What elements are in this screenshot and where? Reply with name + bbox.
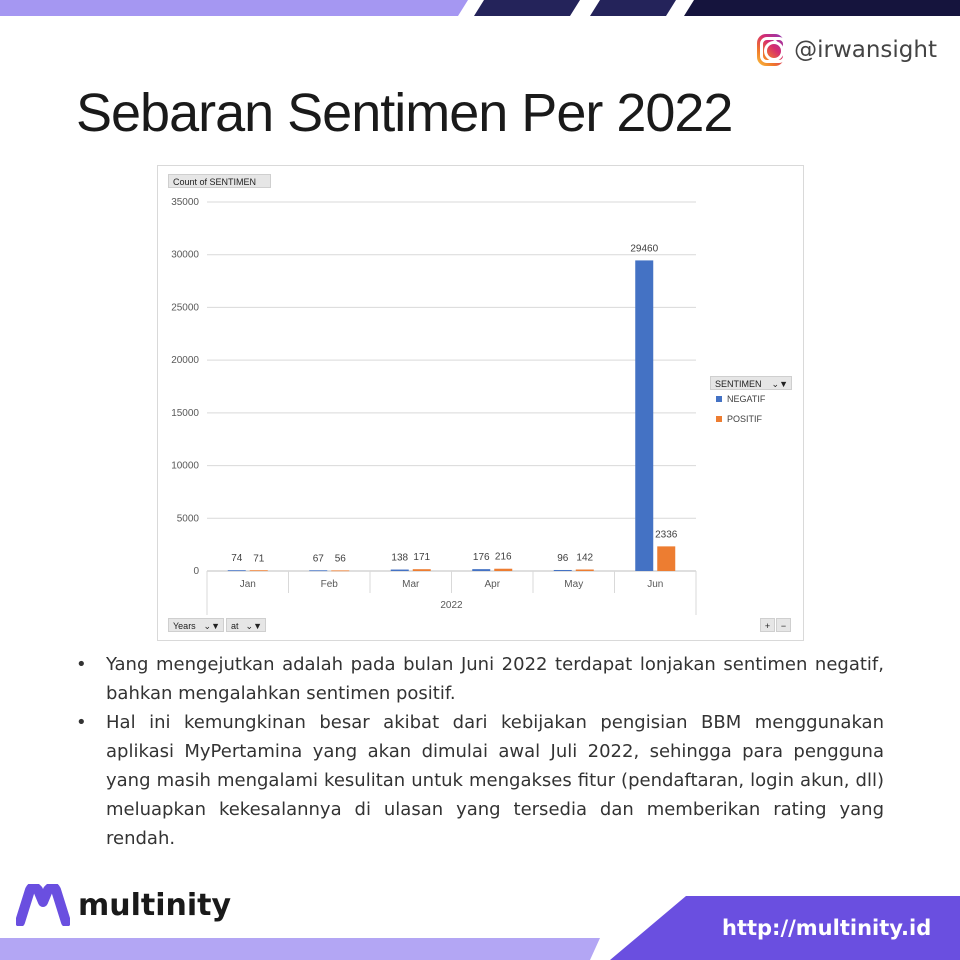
years-field-label: Years: [173, 621, 196, 631]
bar-negatif: [553, 569, 572, 571]
expand-field-button[interactable]: +: [760, 618, 775, 632]
bar-negatif: [635, 260, 654, 571]
y-tick-label: 15000: [171, 408, 199, 419]
value-field-button[interactable]: Count of SENTIMEN: [168, 174, 271, 188]
data-label: 176: [473, 552, 490, 563]
logo-text: multinity: [78, 887, 232, 923]
y-tick-label: 5000: [177, 513, 200, 524]
multinity-logo: multinity: [16, 884, 231, 926]
data-label: 171: [413, 552, 430, 563]
y-tick-label: 20000: [171, 355, 199, 366]
bullet-text: Hal ini kemungkinan besar akibat dari ke…: [106, 712, 884, 849]
instagram-handle: @irwansight: [794, 37, 937, 63]
legend-label: POSITIF: [727, 414, 763, 424]
data-label: 67: [313, 553, 325, 564]
multinity-logo-icon: [16, 884, 70, 926]
legend-field-button[interactable]: SENTIMEN ⌄▼: [710, 376, 792, 390]
at-field-button[interactable]: at ⌄▼: [226, 618, 266, 632]
y-tick-label: 10000: [171, 461, 199, 472]
data-label: 2336: [655, 529, 678, 540]
bar-negatif: [390, 569, 409, 571]
bullet-dot-icon: •: [76, 654, 87, 675]
y-tick-label: 25000: [171, 302, 199, 313]
slide-title: Sebaran Sentimen Per 2022: [76, 83, 733, 143]
y-tick-label: 30000: [171, 250, 199, 261]
x-tick-label: Feb: [321, 579, 339, 590]
at-field-label: at: [231, 621, 239, 631]
data-label: 142: [576, 553, 593, 564]
x-tick-label: Jan: [240, 579, 256, 590]
bar-positif: [249, 570, 268, 572]
website-url[interactable]: http://multinity.id: [722, 916, 932, 940]
bar-positif: [494, 568, 513, 571]
top-decor-bar: [0, 0, 960, 16]
y-tick-label: 35000: [171, 197, 199, 208]
data-label: 216: [495, 552, 512, 563]
bar-positif: [412, 569, 431, 571]
x-tick-label: May: [564, 579, 583, 590]
collapse-field-button[interactable]: −: [776, 618, 791, 632]
filter-icon[interactable]: ⌄▼: [771, 379, 788, 389]
x-tick-label: Apr: [484, 579, 500, 590]
bar-negatif: [309, 570, 328, 572]
instagram-handle-block: @irwansight: [757, 30, 937, 70]
filter-icon[interactable]: ⌄▼: [203, 621, 220, 631]
bar-positif: [331, 570, 350, 572]
x-tick-label: Mar: [402, 579, 420, 590]
y-tick-label: 0: [193, 566, 199, 577]
legend-field-label: SENTIMEN: [715, 379, 762, 389]
x-tick-label: Jun: [647, 579, 663, 590]
data-label: 71: [253, 553, 265, 564]
pivot-chart: Count of SENTIMEN 0 5000 10000 15000 20000 25…: [157, 165, 804, 641]
data-label: 138: [391, 553, 408, 564]
bar-positif: [657, 546, 676, 571]
bar-negatif: [472, 569, 491, 571]
bar-negatif: [227, 570, 246, 572]
bar-positif: [575, 569, 594, 571]
data-label: 74: [231, 553, 243, 564]
bullet-item: • Hal ini kemungkinan besar akibat dari …: [76, 708, 884, 853]
data-label: 29460: [630, 243, 658, 254]
chart-canvas: 0 5000 10000 15000 20000 25000 30000 35000 74 71 J…: [171, 197, 766, 615]
filter-icon[interactable]: ⌄▼: [245, 621, 262, 631]
legend-swatch: [716, 396, 722, 402]
legend-label: NEGATIF: [727, 394, 766, 404]
data-label: 56: [335, 553, 347, 564]
instagram-icon: [757, 34, 786, 66]
bullet-dot-icon: •: [76, 712, 87, 733]
bullet-item: • Yang mengejutkan adalah pada bulan Jun…: [76, 650, 884, 708]
data-label: 96: [557, 553, 569, 564]
bottom-decor-band: [0, 896, 960, 960]
bullet-text: Yang mengejutkan adalah pada bulan Juni …: [106, 654, 884, 704]
bullet-list: • Yang mengejutkan adalah pada bulan Jun…: [76, 650, 884, 853]
legend-swatch: [716, 416, 722, 422]
x-group-label: 2022: [440, 600, 463, 611]
years-field-button[interactable]: Years ⌄▼: [168, 618, 224, 632]
